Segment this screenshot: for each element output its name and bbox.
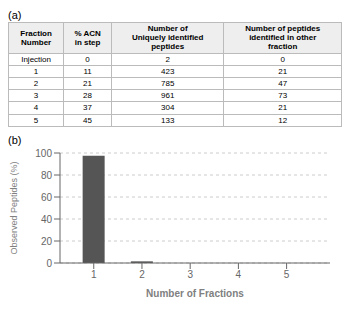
svg-text:1: 1 [91,269,97,280]
html-text:12: 12 [278,115,288,125]
html-text:47: 47 [278,78,288,88]
svg-text:3: 3 [187,269,193,280]
html-text:785: 785 [161,78,175,88]
html-text:Injection: Injection [21,54,51,64]
html-text:21: 21 [278,66,288,76]
html-text:4: 4 [33,103,39,113]
html-text:Number of peptides identified: Number of peptides identified in other f… [245,24,321,52]
html-text:2: 2 [165,54,170,64]
svg-text:5: 5 [284,269,290,280]
svg-text:60: 60 [41,191,53,202]
svg-text:20: 20 [41,235,53,246]
html-text:(a): (a) [8,9,22,21]
svg-text:40: 40 [41,213,53,224]
html-text:28: 28 [83,91,92,101]
html-text:45: 45 [83,115,92,125]
html-text:73: 73 [278,91,288,101]
html-text:0: 0 [280,54,285,64]
html-text:Number of Uniquely identified: Number of Uniquely identified peptides [131,24,204,52]
html-text:21: 21 [83,78,92,88]
html-text:Fraction Number: Fraction Number [20,28,52,47]
svg-text:2: 2 [139,269,145,280]
html-text:21: 21 [278,103,288,113]
html-text:423: 423 [161,66,175,76]
html-text:% ACN in step: % ACN in step [74,28,101,47]
svg-text:Number of Fractions: Number of Fractions [146,288,244,297]
svg-text:100: 100 [35,147,52,158]
html-text:1: 1 [33,66,39,76]
html-text:0: 0 [85,54,90,64]
svg-text:80: 80 [41,169,53,180]
html-text:961: 961 [161,91,175,101]
html-text:11: 11 [83,66,92,76]
html-text:37: 37 [83,103,92,113]
html-text:2: 2 [33,78,39,88]
html-text:3: 3 [33,91,39,101]
svg-text:0: 0 [46,257,52,268]
html-text:(b): (b) [8,133,22,146]
svg-text:Observed Peptides (%): Observed Peptides (%) [9,161,19,254]
svg-text:4: 4 [236,269,242,280]
html-text:5: 5 [33,115,39,125]
html-text:133: 133 [161,115,175,125]
html-text:304: 304 [161,103,175,113]
